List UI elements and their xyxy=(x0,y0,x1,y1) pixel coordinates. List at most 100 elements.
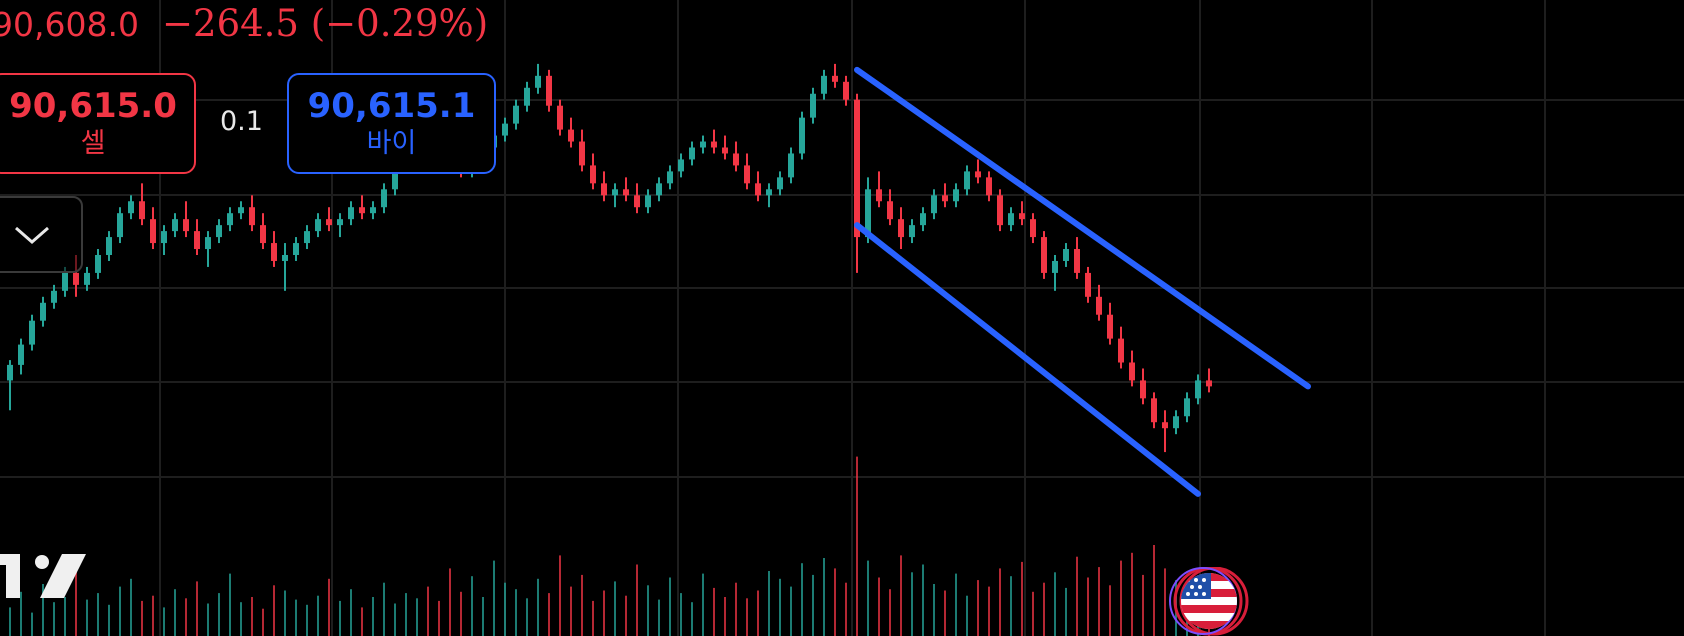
candle-body xyxy=(733,153,739,166)
volume-bar xyxy=(493,560,495,636)
volume-bar xyxy=(295,599,297,636)
candle-body xyxy=(1030,219,1036,238)
candle-body xyxy=(348,207,354,220)
volume-bar xyxy=(482,597,484,636)
candle-body xyxy=(95,255,101,273)
candle-body xyxy=(821,75,827,94)
candle-body xyxy=(590,165,596,184)
volume-bar xyxy=(812,574,814,636)
volume-bar xyxy=(174,589,176,636)
volume-bar xyxy=(889,589,891,636)
volume-bar xyxy=(724,597,726,636)
volume-bar xyxy=(449,568,451,636)
candle-body xyxy=(997,195,1003,226)
candle-body xyxy=(1096,296,1102,315)
candle-body xyxy=(678,159,684,172)
candle-body xyxy=(326,219,332,226)
candle-body xyxy=(18,344,24,365)
candle-body xyxy=(1074,249,1080,273)
sell-price: 90,615.0 xyxy=(9,85,177,126)
candle-body xyxy=(711,141,717,148)
candle-body xyxy=(964,171,970,190)
volume-bar xyxy=(999,568,1001,636)
volume-bar xyxy=(306,604,308,636)
volume-bar xyxy=(1120,560,1122,636)
volume-bar xyxy=(1087,577,1089,636)
candle-body xyxy=(524,87,530,106)
volume-bar xyxy=(548,593,550,636)
candle-body xyxy=(106,237,112,255)
volume-bar xyxy=(1010,576,1012,636)
volume-bar xyxy=(262,608,264,636)
candle-body xyxy=(546,75,552,106)
volume-bar xyxy=(559,555,561,636)
candle-body xyxy=(7,364,13,381)
candle-body xyxy=(1008,213,1014,226)
volume-bar xyxy=(20,591,22,636)
candle-body xyxy=(1107,314,1113,339)
price-header: 90,608.0 −264.5 (−0.29%) xyxy=(0,2,488,45)
candle-body xyxy=(755,183,761,196)
volume-bar xyxy=(966,595,968,636)
volume-bar xyxy=(900,555,902,636)
candle-body xyxy=(183,219,189,232)
candle-body xyxy=(1052,260,1058,273)
volume-bar xyxy=(240,602,242,636)
volume-bar xyxy=(141,600,143,636)
descending-channel-drawing[interactable] xyxy=(854,66,1311,497)
volume-bar xyxy=(273,585,275,636)
volume-bar xyxy=(218,593,220,636)
candle-body xyxy=(667,171,673,184)
candle-body xyxy=(645,195,651,208)
candle-body xyxy=(513,105,519,124)
volume-bar xyxy=(603,590,605,636)
candle-body xyxy=(612,189,618,196)
candle-body xyxy=(293,243,299,255)
candle-body xyxy=(502,123,508,136)
candle-body xyxy=(1206,380,1212,387)
us-flag-icon[interactable] xyxy=(1164,567,1254,636)
volume-bar xyxy=(867,560,869,636)
volume-bar xyxy=(614,581,616,636)
buy-label: 바이 xyxy=(366,127,417,159)
volume-bar xyxy=(1032,591,1034,636)
candle-body xyxy=(1118,338,1124,363)
volume-bar xyxy=(350,589,352,636)
volume-bar xyxy=(977,580,979,636)
candle-body xyxy=(766,189,772,196)
candle-body xyxy=(205,237,211,250)
volume-bar xyxy=(1065,587,1067,636)
candle-body xyxy=(271,243,277,261)
volume-bar xyxy=(636,564,638,636)
volume-bar xyxy=(1021,561,1023,636)
sell-label: 셀 xyxy=(80,127,106,159)
candle-body xyxy=(909,225,915,238)
buy-button[interactable]: 90,615.1 바이 xyxy=(287,73,496,174)
volume-bar xyxy=(625,595,627,636)
sell-button[interactable]: 90,615.0 셀 xyxy=(0,73,196,174)
last-price: 90,608.0 xyxy=(0,5,139,44)
volume-bar xyxy=(416,598,418,636)
candle-body xyxy=(260,225,266,244)
volume-bar xyxy=(471,576,473,636)
candle-body xyxy=(227,213,233,226)
volume-bar xyxy=(911,572,913,636)
volume-bar xyxy=(801,563,803,636)
volume-bar xyxy=(878,577,880,636)
collapse-toggle-button[interactable] xyxy=(0,196,83,273)
candle-body xyxy=(700,141,706,148)
candle-body xyxy=(568,129,574,142)
volume-bar xyxy=(339,600,341,636)
volume-bar xyxy=(735,582,737,636)
volume-bar xyxy=(53,602,55,636)
candle-body xyxy=(1184,398,1190,417)
candle-body xyxy=(238,207,244,214)
volume-bar xyxy=(1142,574,1144,636)
volume-bar xyxy=(207,603,209,636)
candle-body xyxy=(601,183,607,196)
candle-body xyxy=(84,272,90,285)
volume-bar xyxy=(988,586,990,636)
volume-bar xyxy=(757,590,759,636)
candle-body xyxy=(139,201,145,220)
